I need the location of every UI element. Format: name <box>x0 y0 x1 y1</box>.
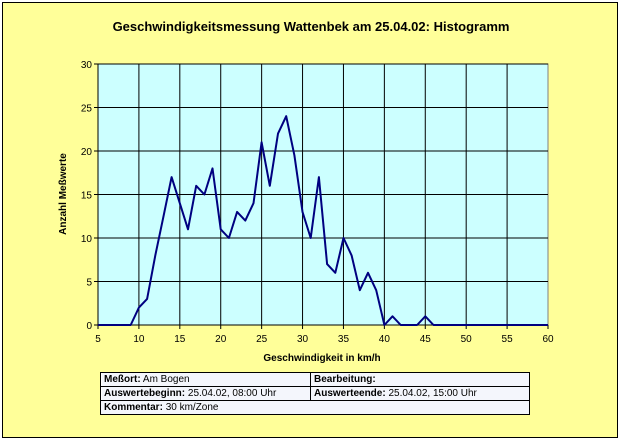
kommentar-value: 30 km/Zone <box>165 402 219 413</box>
info-table: Meßort: Am Bogen Bearbeitung: Auswertebe… <box>100 372 530 415</box>
x-tick-label: 45 <box>420 334 432 345</box>
bearbeitung-label: Bearbeitung: <box>314 374 376 385</box>
info-row-1: Meßort: Am Bogen Bearbeitung: <box>100 372 530 387</box>
y-tick-label: 30 <box>81 60 93 71</box>
messort-label: Meßort: <box>104 374 141 385</box>
chart-title: Geschwindigkeitsmessung Wattenbek am 25.… <box>113 19 510 34</box>
x-tick-label: 20 <box>215 334 227 345</box>
messort-value: Am Bogen <box>142 374 190 385</box>
x-tick-label: 15 <box>174 334 186 345</box>
info-row-3: Kommentar: 30 km/Zone <box>100 400 530 415</box>
x-axis-label: Geschwindigkeit in km/h <box>263 353 380 364</box>
x-tick-label: 25 <box>256 334 268 345</box>
y-tick-label: 5 <box>86 278 92 289</box>
ende-cell: Auswerteende: 25.04.02, 15:00 Uhr <box>310 386 530 401</box>
x-tick-label: 50 <box>461 334 473 345</box>
x-tick-label: 60 <box>542 334 554 345</box>
x-tick-label: 10 <box>133 334 145 345</box>
y-tick-label: 20 <box>81 147 93 158</box>
bearbeitung-cell: Bearbeitung: <box>310 372 530 387</box>
ende-value: 25.04.02, 15:00 Uhr <box>388 388 477 399</box>
y-tick-label: 25 <box>81 104 93 115</box>
beginn-cell: Auswertebeginn: 25.04.02, 08:00 Uhr <box>100 386 311 401</box>
x-tick-label: 55 <box>502 334 514 345</box>
y-axis-label: Anzahl Meßwerte <box>58 153 69 235</box>
kommentar-cell: Kommentar: 30 km/Zone <box>100 400 530 415</box>
info-row-2: Auswertebeginn: 25.04.02, 08:00 Uhr Ausw… <box>100 386 530 401</box>
x-tick-label: 30 <box>297 334 309 345</box>
y-tick-label: 0 <box>86 321 92 332</box>
ende-label: Auswerteende: <box>314 388 386 399</box>
beginn-label: Auswertebeginn: <box>104 388 186 399</box>
x-tick-label: 40 <box>379 334 391 345</box>
kommentar-label: Kommentar: <box>104 402 163 413</box>
messort-cell: Meßort: Am Bogen <box>100 372 311 387</box>
series-line <box>98 115 548 326</box>
x-tick-label: 5 <box>95 334 101 345</box>
y-tick-label: 10 <box>81 234 93 245</box>
x-tick-label: 35 <box>338 334 350 345</box>
beginn-value: 25.04.02, 08:00 Uhr <box>187 388 277 399</box>
y-tick-label: 15 <box>81 191 93 202</box>
